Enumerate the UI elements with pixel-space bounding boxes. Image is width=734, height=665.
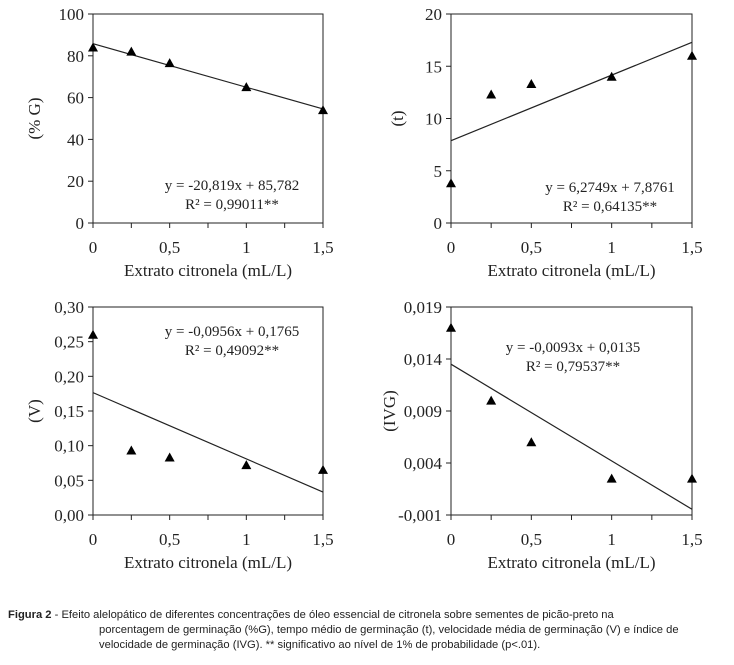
y-tick-label: 10: [425, 110, 442, 129]
regression-equation: y = -20,819x + 85,782: [165, 178, 299, 194]
r-squared: R² = 0,79537**: [526, 359, 620, 375]
data-point: [687, 50, 697, 60]
y-tick-label: 20: [425, 5, 442, 24]
trend-line: [92, 43, 324, 110]
data-point: [164, 452, 175, 462]
trend-line: [450, 363, 693, 510]
caption-line-1: - Efeito alelopático de diferentes conce…: [51, 609, 614, 621]
data-point: [164, 58, 175, 68]
y-axis-label: (IVG): [380, 390, 399, 432]
y-tick-label: 0,014: [404, 350, 443, 369]
y-tick-label: 0,009: [404, 402, 442, 421]
regression-equation: y = -0,0093x + 0,0135: [506, 340, 640, 356]
y-tick-label: 15: [425, 57, 442, 76]
regression-equation: y = 6,2749x + 7,8761: [545, 180, 674, 196]
data-point: [526, 437, 537, 447]
plot-frame: [450, 306, 693, 516]
data-point: [88, 329, 98, 339]
y-tick-label: 0,15: [54, 402, 84, 421]
x-tick-label: 0,5: [521, 530, 542, 549]
x-axis-label: Extrato citronela (mL/L): [487, 261, 655, 280]
x-axis-label: Extrato citronela (mL/L): [124, 553, 292, 572]
y-tick-label: 0,20: [54, 367, 84, 386]
y-tick-label: 40: [67, 130, 84, 149]
caption-line-2: porcentagem de germinação (%G), tempo mé…: [99, 624, 679, 636]
figure-caption: Figura 2 - Efeito alelopático de diferen…: [8, 608, 728, 653]
r-squared: R² = 0,49092**: [185, 343, 279, 359]
y-axis-label: (t): [388, 110, 407, 126]
x-tick-label: 0: [89, 238, 98, 257]
y-tick-label: 80: [67, 47, 84, 66]
x-tick-label: 0: [447, 238, 456, 257]
y-tick-label: 0,10: [54, 437, 84, 456]
x-tick-label: 0,5: [159, 238, 180, 257]
data-point: [606, 71, 617, 81]
y-tick-label: 0: [76, 214, 85, 233]
data-point: [241, 460, 252, 470]
x-tick-label: 1,5: [681, 238, 702, 257]
trend-line: [450, 41, 693, 142]
y-tick-label: 0,00: [54, 506, 84, 525]
data-point: [687, 473, 697, 483]
data-point: [526, 79, 537, 89]
data-point: [126, 445, 137, 455]
data-point: [318, 105, 328, 115]
y-tick-label: 0,05: [54, 471, 84, 490]
x-tick-label: 0: [89, 530, 98, 549]
data-point: [126, 46, 137, 56]
y-tick-label: 100: [59, 5, 85, 24]
caption-label: Figura 2: [8, 609, 52, 621]
y-tick-label: 0: [434, 214, 443, 233]
data-point: [486, 395, 497, 405]
x-tick-label: 1: [242, 530, 251, 549]
r-squared: R² = 0,64135**: [563, 199, 657, 215]
y-tick-label: 60: [67, 89, 84, 108]
y-tick-label: 0,30: [54, 298, 84, 317]
x-axis-label: Extrato citronela (mL/L): [487, 553, 655, 572]
caption-line-3: velocidade de germinação (IVG). ** signi…: [99, 639, 541, 651]
x-tick-label: 1: [607, 530, 616, 549]
x-tick-label: 0,5: [521, 238, 542, 257]
data-point: [446, 178, 456, 188]
data-point: [88, 42, 98, 52]
y-tick-label: 0,004: [404, 454, 443, 473]
data-point: [606, 473, 617, 483]
x-tick-label: 0: [447, 530, 456, 549]
y-axis-label: (V): [25, 399, 44, 423]
regression-equation: y = -0,0956x + 0,1765: [165, 324, 299, 340]
x-tick-label: 1,5: [312, 530, 333, 549]
y-tick-label: 5: [434, 162, 443, 181]
data-point: [446, 322, 456, 332]
trend-line: [92, 392, 324, 493]
x-tick-label: 0,5: [159, 530, 180, 549]
data-point: [241, 82, 252, 92]
data-point: [318, 464, 328, 474]
x-tick-label: 1: [242, 238, 251, 257]
data-point: [486, 89, 497, 99]
y-axis-label: (% G): [25, 97, 44, 139]
y-tick-label: 0,25: [54, 333, 84, 352]
x-axis-label: Extrato citronela (mL/L): [124, 261, 292, 280]
r-squared: R² = 0,99011**: [185, 197, 279, 213]
y-tick-label: 0,019: [404, 298, 442, 317]
x-tick-label: 1,5: [312, 238, 333, 257]
x-tick-label: 1: [607, 238, 616, 257]
y-tick-label: -0,001: [398, 506, 442, 525]
y-tick-label: 20: [67, 172, 84, 191]
x-tick-label: 1,5: [681, 530, 702, 549]
